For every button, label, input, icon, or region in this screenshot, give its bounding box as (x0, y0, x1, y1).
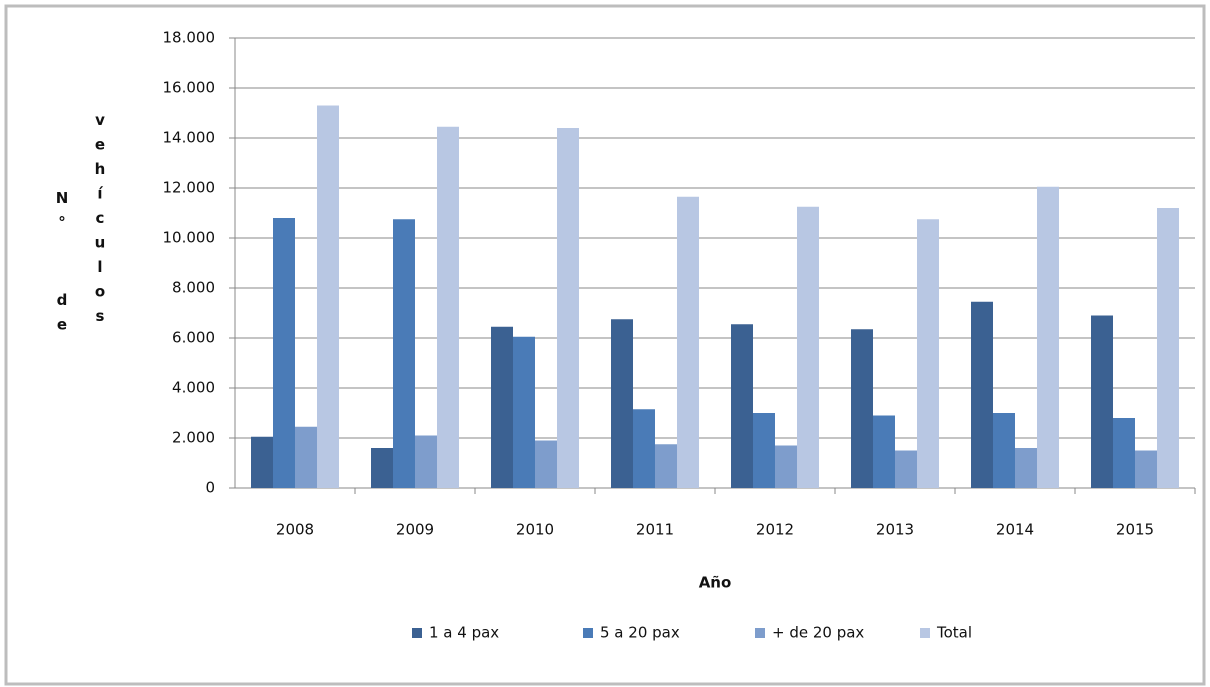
bar (1157, 208, 1179, 488)
y-tick-label: 0 (205, 479, 215, 497)
bar (797, 206, 819, 488)
y-tick-label: 12.000 (163, 179, 216, 197)
bar (611, 319, 633, 488)
x-tick-label: 2009 (396, 521, 434, 539)
legend-label: + de 20 pax (772, 624, 864, 642)
bar (753, 413, 775, 488)
y-tick-label: 16.000 (163, 79, 216, 97)
y-tick-label: 6.000 (172, 329, 215, 347)
y-tick-label: 8.000 (172, 279, 215, 297)
bar (677, 196, 699, 488)
bar (415, 435, 437, 488)
bar (633, 409, 655, 488)
bar (1091, 315, 1113, 488)
y-axis-title: N ° d ev e h í c u l o s (56, 111, 106, 334)
bar (731, 324, 753, 488)
bar (535, 440, 557, 488)
x-tick-label: 2013 (876, 521, 914, 539)
legend-swatch (755, 628, 765, 638)
bar (917, 219, 939, 488)
bar (393, 219, 415, 488)
x-axis-title: Año (699, 574, 732, 592)
x-tick-label: 2011 (636, 521, 674, 539)
y-tick-label: 18.000 (163, 29, 216, 47)
y-tick-label: 10.000 (163, 229, 216, 247)
bar (1015, 448, 1037, 488)
x-tick-label: 2014 (996, 521, 1034, 539)
legend-label: 1 a 4 pax (429, 624, 499, 642)
bar (371, 448, 393, 488)
x-tick-label: 2015 (1116, 521, 1154, 539)
bar (557, 128, 579, 488)
bar (273, 218, 295, 488)
x-tick-label: 2010 (516, 521, 554, 539)
legend-swatch (412, 628, 422, 638)
bar (513, 336, 535, 488)
legend-label: Total (936, 624, 972, 642)
bar (491, 326, 513, 488)
bar (1113, 418, 1135, 488)
chart-border (4, 4, 1206, 686)
bar (295, 426, 317, 488)
y-tick-label: 4.000 (172, 379, 215, 397)
bar (1135, 450, 1157, 488)
bar (1037, 186, 1059, 488)
x-tick-label: 2012 (756, 521, 794, 539)
bar (655, 444, 677, 488)
bar (993, 413, 1015, 488)
bar (873, 415, 895, 488)
bar (971, 301, 993, 488)
bar (251, 436, 273, 488)
bar (775, 445, 797, 488)
legend-swatch (583, 628, 593, 638)
bar (437, 126, 459, 488)
y-tick-label: 2.000 (172, 429, 215, 447)
legend-label: 5 a 20 pax (600, 624, 680, 642)
x-tick-label: 2008 (276, 521, 314, 539)
bar (317, 105, 339, 488)
legend-swatch (920, 628, 930, 638)
y-tick-label: 14.000 (163, 129, 216, 147)
bar (895, 450, 917, 488)
bar (851, 329, 873, 488)
